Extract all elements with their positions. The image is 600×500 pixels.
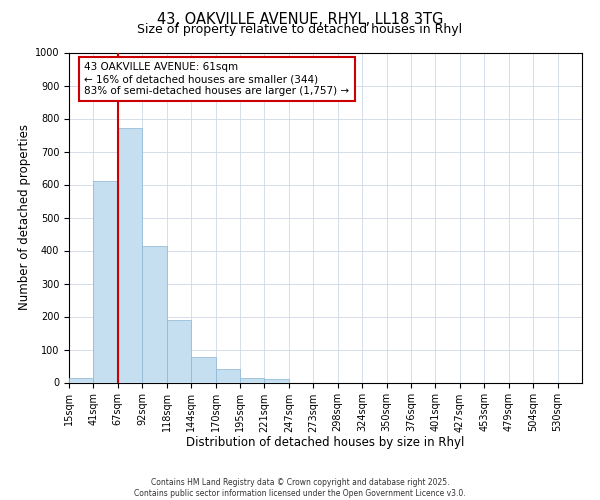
Bar — [118, 128, 142, 382]
Bar — [240, 378, 265, 382]
Text: Contains HM Land Registry data © Crown copyright and database right 2025.
Contai: Contains HM Land Registry data © Crown c… — [134, 478, 466, 498]
Bar — [69, 378, 94, 382]
Bar — [215, 370, 240, 382]
Y-axis label: Number of detached properties: Number of detached properties — [17, 124, 31, 310]
Bar — [265, 379, 289, 382]
Text: 43, OAKVILLE AVENUE, RHYL, LL18 3TG: 43, OAKVILLE AVENUE, RHYL, LL18 3TG — [157, 12, 443, 28]
X-axis label: Distribution of detached houses by size in Rhyl: Distribution of detached houses by size … — [187, 436, 464, 449]
Bar — [94, 181, 118, 382]
Text: Size of property relative to detached houses in Rhyl: Size of property relative to detached ho… — [137, 22, 463, 36]
Bar — [191, 357, 215, 382]
Bar — [142, 246, 167, 382]
Bar — [167, 320, 191, 382]
Text: 43 OAKVILLE AVENUE: 61sqm
← 16% of detached houses are smaller (344)
83% of semi: 43 OAKVILLE AVENUE: 61sqm ← 16% of detac… — [85, 62, 350, 96]
